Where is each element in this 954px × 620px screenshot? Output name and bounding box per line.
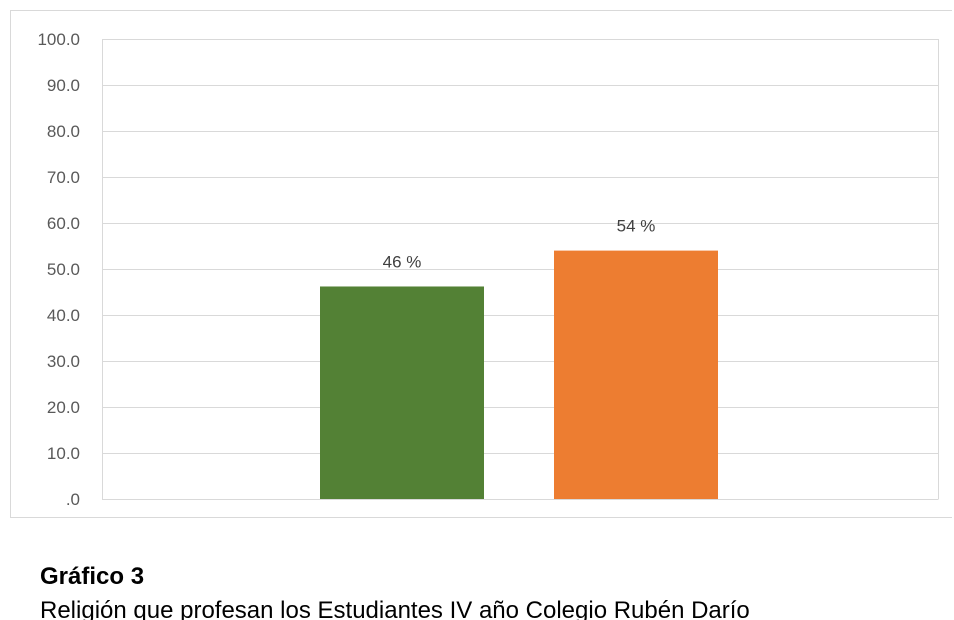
caption-subtitle: Religión que profesan los Estudiantes IV… bbox=[40, 597, 750, 620]
caption-title: Gráfico 3 bbox=[40, 563, 145, 590]
y-tick-label: 10.0 bbox=[47, 444, 80, 463]
y-tick-label: 50.0 bbox=[47, 260, 80, 279]
y-tick-label: 80.0 bbox=[47, 122, 80, 141]
gridlines bbox=[102, 39, 939, 500]
y-tick-label: 70.0 bbox=[47, 168, 80, 187]
y-tick-label: 60.0 bbox=[47, 214, 80, 233]
bars bbox=[320, 250, 718, 499]
y-tick-label: .0 bbox=[66, 490, 80, 509]
bar bbox=[320, 286, 484, 499]
y-tick-label: 90.0 bbox=[47, 76, 80, 95]
data-label: 54 % bbox=[617, 217, 656, 236]
y-axis-tick-labels: .0 10.0 20.0 30.0 40.0 50.0 60.0 70.0 80.0 90.0 10… bbox=[37, 30, 80, 509]
y-tick-label: 20.0 bbox=[47, 398, 80, 417]
y-tick-label: 30.0 bbox=[47, 352, 80, 371]
y-tick-label: 40.0 bbox=[47, 306, 80, 325]
data-label: 46 % bbox=[383, 252, 422, 271]
bar bbox=[554, 250, 718, 499]
data-labels: 46 % 54 % bbox=[383, 217, 656, 272]
y-tick-label: 100.0 bbox=[37, 30, 80, 49]
